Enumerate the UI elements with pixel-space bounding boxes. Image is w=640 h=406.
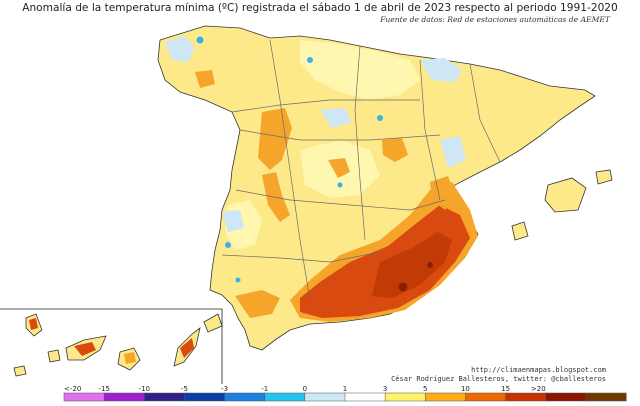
gran-canaria-anomaly — [124, 352, 136, 364]
data-source: Fuente de datos: Red de estaciones autom… — [380, 15, 610, 24]
el-hierro — [13, 365, 27, 377]
legend-tick-label: 15 — [501, 385, 510, 393]
legend-colorbar: <-20 -15 -10 -5 -3 -1 0 1 3 5 10 15 >20 — [63, 385, 627, 402]
cold-spot-1 — [196, 36, 204, 44]
cold-spot-3 — [377, 115, 383, 121]
legend-tick-label: 5 — [423, 385, 427, 393]
legend-tick-label: -1 — [261, 385, 268, 393]
map-title: Anomalía de la temperatura mínima (ºC) r… — [22, 2, 618, 14]
legend-tick-label: -3 — [221, 385, 228, 393]
credit-author: César Rodríguez Ballesteros, twitter: @c… — [391, 375, 606, 383]
legend-swatch — [384, 392, 426, 402]
cool-patch-extremadura — [222, 210, 244, 232]
legend-tick-label: 0 — [303, 385, 307, 393]
legend-tick-label: -5 — [181, 385, 188, 393]
tenerife-anomaly — [74, 342, 96, 356]
legend-swatch — [184, 392, 226, 402]
menorca — [595, 169, 613, 185]
legend-tick-label: -10 — [139, 385, 150, 393]
region-borders — [221, 39, 501, 301]
legend-tick-label: 1 — [343, 385, 347, 393]
warm-zone-madrid — [328, 158, 350, 178]
lanzarote — [203, 313, 223, 333]
legend-swatch — [103, 392, 145, 402]
legend-swatch — [505, 392, 547, 402]
legend-swatch — [545, 392, 587, 402]
credit-url: http://climaenmapas.blogspot.com — [471, 366, 606, 374]
warm-zone-guadalquivir-w — [235, 290, 280, 318]
la-palma-anomaly — [29, 318, 38, 330]
legend-swatch — [304, 392, 346, 402]
legend-swatch — [585, 392, 627, 402]
legend-swatch — [63, 392, 105, 402]
legend-swatch — [264, 392, 306, 402]
cold-spot-2 — [307, 57, 313, 63]
legend-tick-label: 10 — [461, 385, 470, 393]
legend-tick-label: -15 — [98, 385, 109, 393]
mild-zone-north — [300, 40, 420, 100]
ibiza — [511, 221, 529, 241]
legend-swatch — [144, 392, 185, 402]
fuerteventura-anomaly — [180, 338, 194, 358]
legend-tick-label: >20 — [531, 385, 546, 393]
peak-spot-2 — [427, 262, 433, 268]
legend-swatch — [224, 392, 266, 402]
legend-swatch — [465, 392, 507, 402]
cold-spot-6 — [235, 277, 241, 283]
legend-tick-label: <-20 — [64, 385, 81, 393]
warm-zone-asturias — [195, 70, 215, 88]
cold-spot-5 — [225, 242, 231, 248]
warm-zone-iberico — [382, 138, 408, 162]
legend-swatch — [344, 392, 386, 402]
peak-spot-1 — [398, 282, 408, 292]
legend-swatch — [425, 392, 466, 402]
canary-islands-inset — [0, 308, 223, 384]
cool-patch-ebro — [420, 58, 462, 82]
mallorca — [544, 177, 587, 213]
cool-patch-galicia — [165, 36, 195, 62]
very-hot-zone-murcia — [372, 232, 452, 298]
legend-tick-label: 3 — [383, 385, 387, 393]
cool-patch-soria — [320, 108, 352, 128]
warm-zone-tajo — [262, 172, 290, 222]
la-gomera — [47, 349, 61, 363]
cool-patch-teruel — [440, 136, 466, 168]
cold-spot-4 — [337, 182, 343, 188]
